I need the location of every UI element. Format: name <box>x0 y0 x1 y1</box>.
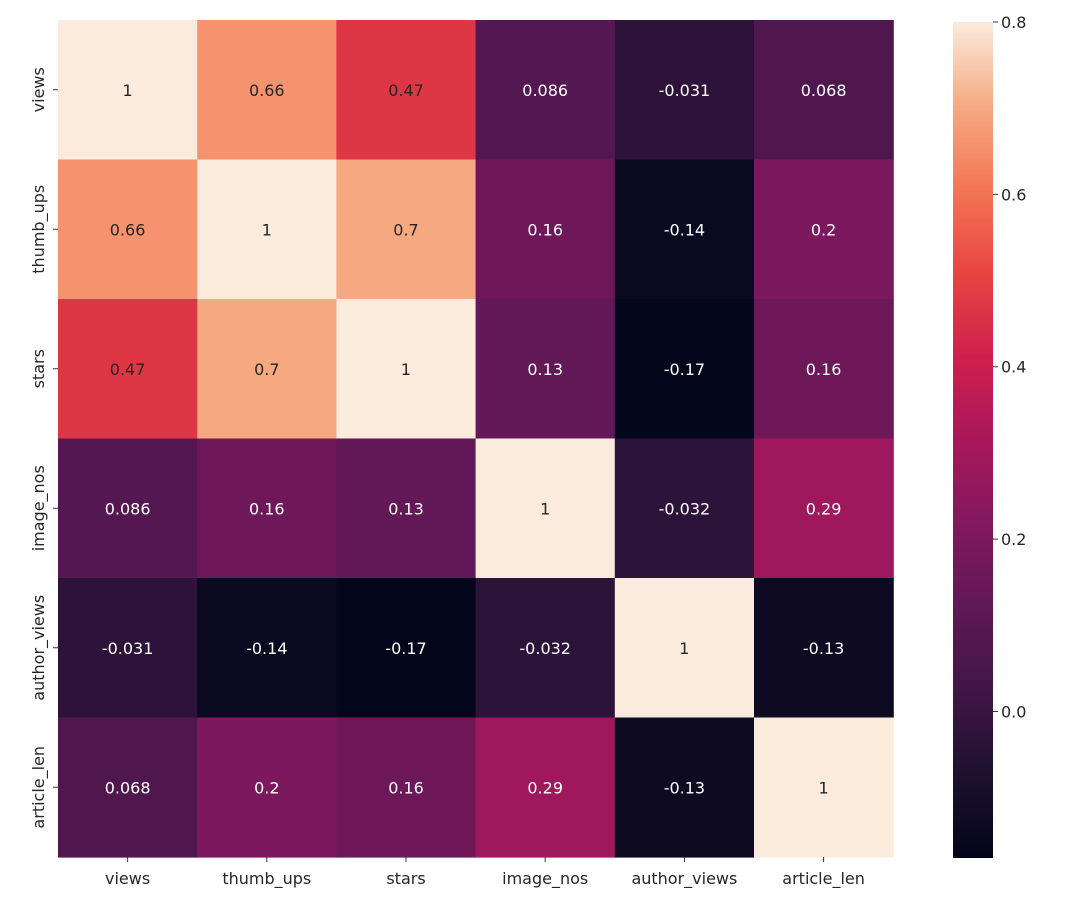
x-tick-label: thumb_ups <box>222 869 311 889</box>
cell-value-label: 0.66 <box>249 81 285 100</box>
heatmap-cell <box>336 299 477 440</box>
cell-value-label: -0.032 <box>519 639 571 658</box>
cell-value-label: -0.13 <box>803 639 844 658</box>
cell-value-label: 0.068 <box>801 81 847 100</box>
heatmap-cells <box>58 20 894 858</box>
cell-value-label: 0.16 <box>806 360 842 379</box>
cell-value-label: 0.2 <box>811 220 836 239</box>
y-tick-label: author_views <box>29 595 49 701</box>
x-axis: views thumb_ups stars image_nos author_views… <box>105 857 865 889</box>
y-tick-label: stars <box>29 349 48 388</box>
heatmap-cell <box>336 20 477 161</box>
heatmap-cell <box>754 717 894 858</box>
cell-value-label: -0.14 <box>246 639 287 658</box>
cell-value-label: 0.2 <box>254 778 279 797</box>
x-tick-label: image_nos <box>502 869 588 889</box>
heatmap-cell <box>336 438 477 579</box>
cell-value-label: 0.16 <box>388 778 424 797</box>
heatmap-cell <box>58 578 198 719</box>
heatmap-cell <box>475 20 616 161</box>
heatmap-cell <box>197 20 337 161</box>
heatmap-cell <box>754 20 894 161</box>
cell-value-label: 0.13 <box>388 499 424 518</box>
cell-value-label: 0.47 <box>110 360 146 379</box>
heatmap-cell <box>614 20 755 161</box>
colorbar-tick-label: 0.6 <box>1001 185 1026 204</box>
x-tick-label: author_views <box>631 869 737 889</box>
heatmap-cell <box>336 159 477 300</box>
heatmap-cell <box>197 159 337 300</box>
colorbar: 0.8 0.6 0.4 0.2 0.0 <box>953 13 1026 858</box>
cell-value-label: 1 <box>540 499 550 518</box>
cell-value-label: 0.7 <box>254 360 279 379</box>
cell-value-label: 0.13 <box>527 360 563 379</box>
cell-value-label: 0.29 <box>527 778 563 797</box>
heatmap-cell <box>754 159 894 300</box>
heatmap-cell <box>197 578 337 719</box>
cell-value-label: 0.7 <box>393 220 418 239</box>
cell-value-label: 1 <box>401 360 411 379</box>
y-tick-label: thumb_ups <box>29 185 49 274</box>
heatmap-cell <box>58 20 198 161</box>
cell-value-label: 0.068 <box>105 778 151 797</box>
cell-value-label: 1 <box>262 220 272 239</box>
cell-value-label: 0.47 <box>388 81 424 100</box>
y-tick-label: article_len <box>29 746 49 829</box>
y-tick-label: image_nos <box>29 465 49 551</box>
colorbar-tick-label: 0.4 <box>1001 358 1026 377</box>
heatmap-cell <box>614 438 755 579</box>
cell-value-label: 0.16 <box>527 220 563 239</box>
cell-value-label: -0.17 <box>664 360 705 379</box>
heatmap-cell <box>197 438 337 579</box>
x-tick-label: views <box>105 869 150 888</box>
heatmap-cell <box>336 717 477 858</box>
cell-value-label: 0.29 <box>806 499 842 518</box>
cell-value-label: -0.031 <box>659 81 711 100</box>
cell-value-label: 0.16 <box>249 499 285 518</box>
heatmap-cell <box>475 159 616 300</box>
heatmap-annotations: 1 0.66 0.47 0.086 -0.031 0.068 0.66 1 0.7 0.16 -0.… <box>102 81 847 798</box>
cell-value-label: -0.14 <box>664 220 705 239</box>
cell-value-label: 1 <box>819 778 829 797</box>
heatmap-cell <box>58 159 198 300</box>
cell-value-label: 0.66 <box>110 220 146 239</box>
colorbar-tick-label: 0.0 <box>1001 702 1026 721</box>
heatmap-cell <box>475 578 616 719</box>
heatmap-cell <box>58 438 198 579</box>
cell-value-label: 0.086 <box>105 499 151 518</box>
heatmap-cell <box>197 717 337 858</box>
heatmap-cell <box>754 299 894 440</box>
heatmap-cell <box>58 717 198 858</box>
heatmap-cell <box>197 299 337 440</box>
heatmap-cell <box>336 578 477 719</box>
heatmap-cell <box>614 299 755 440</box>
heatmap-cell <box>614 717 755 858</box>
heatmap-cell <box>475 717 616 858</box>
cell-value-label: -0.031 <box>102 639 154 658</box>
heatmap-cell <box>58 299 198 440</box>
colorbar-tick-label: 0.2 <box>1001 530 1026 549</box>
x-tick-label: article_len <box>782 869 865 889</box>
colorbar-tick-label: 0.8 <box>1001 13 1026 32</box>
heatmap-cell <box>614 578 755 719</box>
heatmap-cell <box>754 438 894 579</box>
heatmap-cell <box>475 299 616 440</box>
heatmap-cell <box>475 438 616 579</box>
cell-value-label: 0.086 <box>522 81 568 100</box>
y-tick-label: views <box>29 67 48 112</box>
heatmap-cell <box>614 159 755 300</box>
colorbar-gradient <box>953 22 993 858</box>
cell-value-label: -0.032 <box>659 499 711 518</box>
cell-value-label: -0.17 <box>385 639 426 658</box>
cell-value-label: -0.13 <box>664 778 705 797</box>
cell-value-label: 1 <box>123 81 133 100</box>
cell-value-label: 1 <box>679 639 689 658</box>
heatmap-cell <box>754 578 894 719</box>
x-tick-label: stars <box>386 869 425 888</box>
